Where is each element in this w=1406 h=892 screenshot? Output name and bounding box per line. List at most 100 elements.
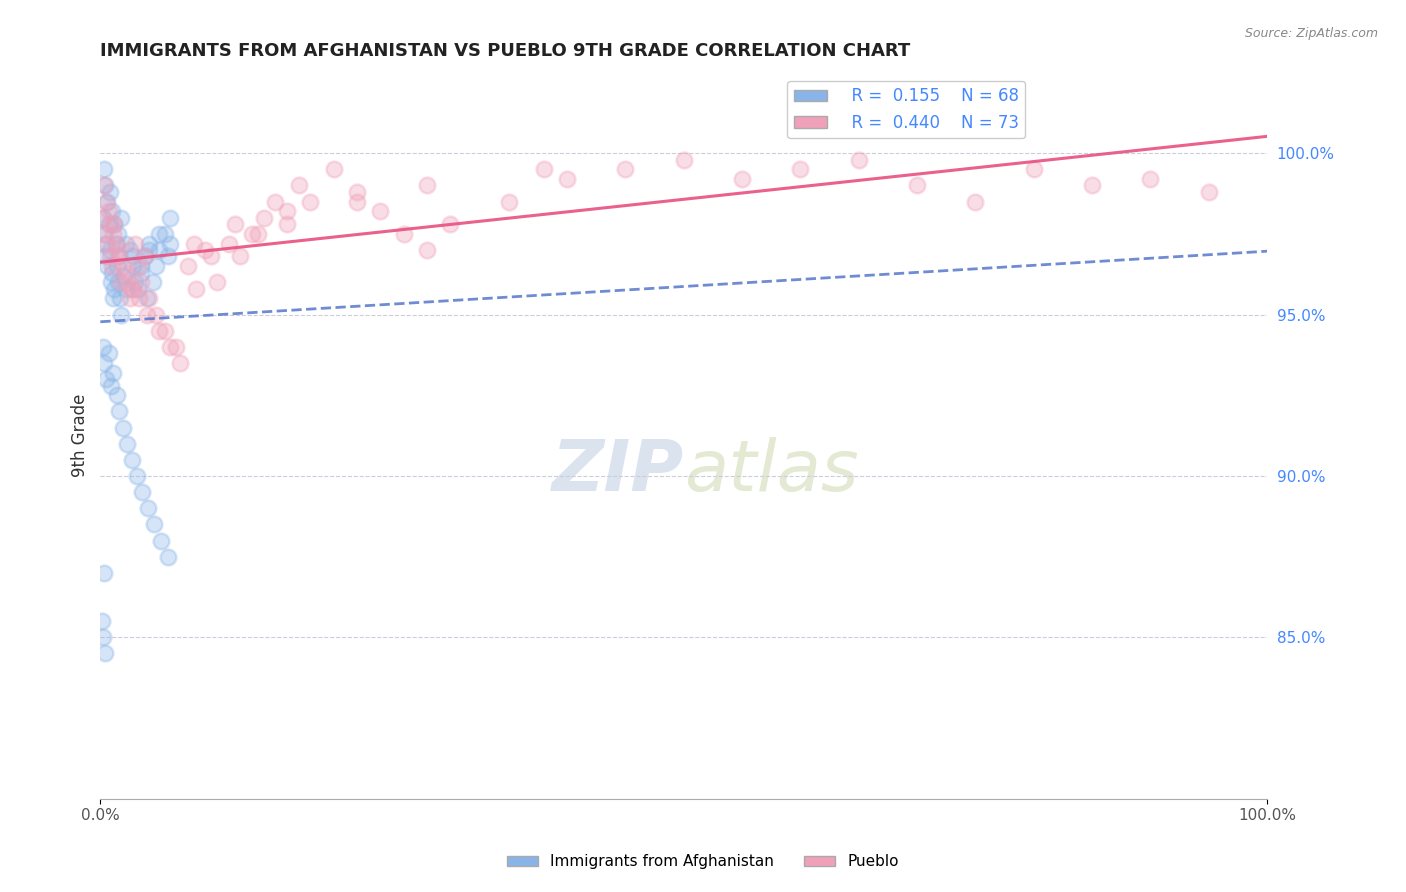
Point bbox=[218, 236, 240, 251]
Point bbox=[93, 356, 115, 370]
Point bbox=[731, 172, 754, 186]
Point bbox=[614, 162, 637, 177]
Point bbox=[101, 266, 124, 280]
Point bbox=[136, 501, 159, 516]
Point bbox=[110, 308, 132, 322]
Point bbox=[100, 275, 122, 289]
Point bbox=[965, 194, 987, 209]
Point bbox=[1198, 185, 1220, 199]
Point bbox=[96, 372, 118, 386]
Point bbox=[100, 217, 122, 231]
Point bbox=[111, 420, 134, 434]
Point bbox=[157, 249, 180, 263]
Point bbox=[118, 292, 141, 306]
Point bbox=[103, 227, 125, 241]
Point bbox=[276, 217, 298, 231]
Point bbox=[672, 153, 695, 167]
Point bbox=[93, 178, 115, 193]
Point bbox=[264, 194, 287, 209]
Point bbox=[134, 249, 156, 263]
Point bbox=[91, 211, 114, 225]
Point bbox=[110, 211, 132, 225]
Point bbox=[439, 217, 461, 231]
Point bbox=[346, 194, 368, 209]
Point bbox=[159, 340, 181, 354]
Text: atlas: atlas bbox=[683, 437, 858, 507]
Point bbox=[107, 227, 129, 241]
Point bbox=[91, 211, 114, 225]
Point bbox=[346, 185, 368, 199]
Point bbox=[136, 292, 159, 306]
Point bbox=[122, 259, 145, 273]
Point bbox=[128, 292, 150, 306]
Point bbox=[125, 469, 148, 483]
Point bbox=[138, 243, 160, 257]
Point bbox=[150, 533, 173, 548]
Point bbox=[94, 647, 117, 661]
Point bbox=[138, 236, 160, 251]
Point bbox=[98, 249, 121, 263]
Point bbox=[108, 292, 131, 306]
Point bbox=[143, 517, 166, 532]
Point bbox=[194, 243, 217, 257]
Point bbox=[153, 324, 176, 338]
Point bbox=[129, 259, 152, 273]
Point bbox=[121, 452, 143, 467]
Legend:   R =  0.155    N = 68,   R =  0.440    N = 73: R = 0.155 N = 68, R = 0.440 N = 73 bbox=[787, 81, 1025, 138]
Point bbox=[104, 236, 127, 251]
Point bbox=[138, 292, 160, 306]
Point bbox=[416, 178, 439, 193]
Point bbox=[118, 243, 141, 257]
Point bbox=[115, 266, 138, 280]
Point bbox=[153, 227, 176, 241]
Point bbox=[103, 366, 125, 380]
Point bbox=[184, 282, 207, 296]
Point bbox=[90, 614, 112, 628]
Point bbox=[370, 204, 392, 219]
Text: Source: ZipAtlas.com: Source: ZipAtlas.com bbox=[1244, 27, 1378, 40]
Point bbox=[157, 549, 180, 564]
Y-axis label: 9th Grade: 9th Grade bbox=[72, 394, 89, 477]
Point bbox=[98, 243, 121, 257]
Point bbox=[96, 249, 118, 263]
Point bbox=[91, 340, 114, 354]
Point bbox=[533, 162, 555, 177]
Point bbox=[115, 436, 138, 450]
Point bbox=[108, 249, 131, 263]
Point bbox=[299, 194, 322, 209]
Point bbox=[97, 217, 120, 231]
Point bbox=[105, 259, 128, 273]
Point bbox=[416, 243, 439, 257]
Point bbox=[148, 243, 170, 257]
Point bbox=[159, 236, 181, 251]
Point bbox=[103, 217, 125, 231]
Point bbox=[103, 282, 125, 296]
Point bbox=[127, 282, 149, 296]
Point bbox=[101, 204, 124, 219]
Point bbox=[94, 227, 117, 241]
Point bbox=[93, 566, 115, 580]
Point bbox=[96, 236, 118, 251]
Point bbox=[96, 259, 118, 273]
Text: ZIP: ZIP bbox=[551, 437, 683, 507]
Point bbox=[555, 172, 578, 186]
Point bbox=[103, 292, 125, 306]
Point bbox=[134, 249, 156, 263]
Point bbox=[145, 308, 167, 322]
Point bbox=[169, 356, 191, 370]
Point bbox=[392, 227, 415, 241]
Point bbox=[253, 211, 276, 225]
Point bbox=[107, 275, 129, 289]
Point bbox=[136, 308, 159, 322]
Point bbox=[122, 282, 145, 296]
Point bbox=[100, 378, 122, 392]
Point bbox=[94, 236, 117, 251]
Point bbox=[121, 282, 143, 296]
Point bbox=[165, 340, 187, 354]
Point bbox=[115, 282, 138, 296]
Point bbox=[498, 194, 520, 209]
Text: IMMIGRANTS FROM AFGHANISTAN VS PUEBLO 9TH GRADE CORRELATION CHART: IMMIGRANTS FROM AFGHANISTAN VS PUEBLO 9T… bbox=[100, 42, 911, 60]
Point bbox=[127, 259, 149, 273]
Legend: Immigrants from Afghanistan, Pueblo: Immigrants from Afghanistan, Pueblo bbox=[501, 848, 905, 875]
Point bbox=[101, 259, 124, 273]
